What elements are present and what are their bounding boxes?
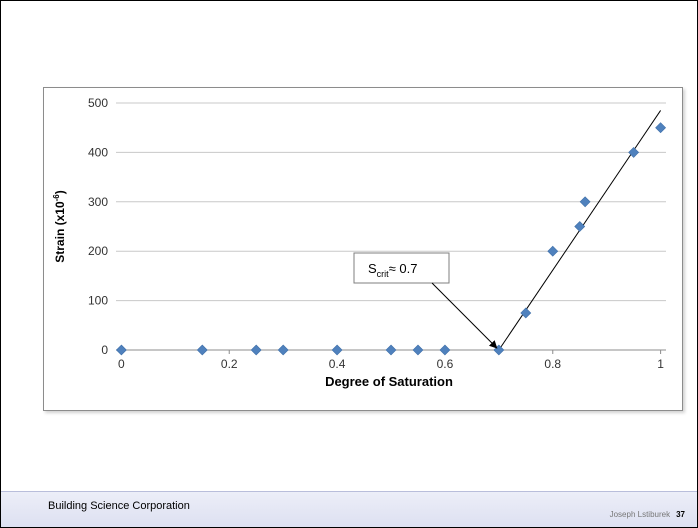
data-point (277, 344, 289, 356)
y-tick-label: 100 (88, 294, 108, 308)
footer-right: Joseph Lstiburek 37 (610, 510, 685, 519)
data-point (574, 221, 586, 232)
data-point (412, 344, 424, 356)
data-point (196, 344, 208, 356)
y-tick-label: 200 (88, 244, 108, 258)
footer-bar: Building Science Corporation Joseph Lsti… (1, 491, 697, 527)
x-axis-title: Degree of Saturation (325, 374, 453, 389)
data-point (655, 122, 667, 134)
x-tick-label: 0.4 (329, 357, 346, 371)
company-name: Building Science Corporation (48, 500, 190, 512)
y-tick-label: 0 (101, 343, 108, 357)
y-axis-title: Strain (x10-6) (52, 190, 67, 262)
chart-area: 0 100 200 300 400 500 0 0.2 0.4 0.6 0.8 1 Degree of … (43, 87, 683, 411)
data-point (579, 196, 591, 208)
data-point (520, 307, 532, 319)
author-name: Joseph Lstiburek (609, 510, 671, 519)
x-tick-label: 0.2 (221, 357, 238, 371)
data-point (331, 344, 343, 356)
data-point (439, 344, 451, 356)
y-tick-label: 300 (88, 195, 108, 209)
data-point (628, 146, 640, 158)
annotation-box (353, 252, 450, 284)
data-point (115, 344, 127, 356)
data-point (385, 344, 397, 356)
x-tick-label: 0 (118, 357, 125, 371)
page-number: 37 (676, 510, 685, 519)
x-tick-label: 0.8 (544, 357, 561, 371)
y-tick-label: 400 (88, 145, 108, 159)
strain-vs-saturation-chart: 0 100 200 300 400 500 0 0.2 0.4 0.6 0.8 1 Degree of … (52, 96, 667, 389)
data-point (547, 245, 559, 257)
annotation-arrow (431, 282, 498, 349)
data-point (250, 344, 262, 356)
y-tick-label: 500 (88, 96, 108, 110)
x-tick-label: 1 (657, 357, 664, 371)
x-tick-label: 0.6 (437, 357, 454, 371)
